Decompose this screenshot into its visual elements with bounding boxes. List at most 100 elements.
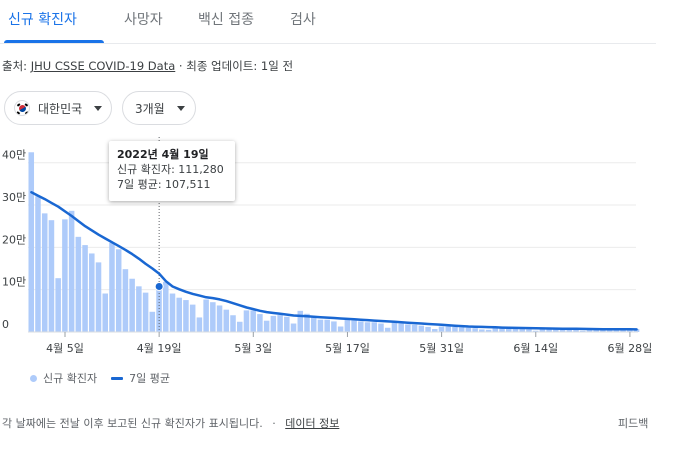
bar — [546, 328, 552, 332]
bar — [324, 319, 330, 332]
bar — [277, 315, 283, 332]
bar — [445, 326, 451, 332]
bar — [223, 309, 230, 332]
bar — [391, 321, 398, 332]
bar — [290, 323, 297, 332]
bar — [236, 321, 243, 332]
chart-tooltip: 2022년 4월 19일 신규 확진자: 111,280 7일 평균: 107,… — [109, 141, 235, 201]
legend-bars-label: 신규 확진자 — [43, 372, 98, 385]
bar — [485, 329, 492, 332]
bar — [169, 293, 176, 332]
data-info-link[interactable]: 데이터 정보 — [285, 417, 340, 430]
tab-bar: 신규 확진자 사망자 백신 접종 검사 — [0, 0, 656, 44]
bar — [82, 245, 88, 332]
bar — [411, 324, 418, 332]
bar — [136, 286, 142, 332]
legend-line-swatch — [111, 376, 124, 380]
bar — [196, 317, 203, 332]
bar — [505, 327, 512, 332]
tab-new-cases[interactable]: 신규 확진자 — [8, 12, 77, 28]
x-tick-label: 4월 19일 — [137, 341, 182, 355]
bar — [532, 330, 539, 332]
bar — [203, 299, 209, 332]
bar — [512, 328, 519, 332]
bar — [405, 324, 411, 332]
bar — [142, 292, 149, 332]
bar — [176, 297, 182, 332]
bar — [304, 313, 310, 332]
tooltip-average: 7일 평균: 107,511 — [117, 178, 211, 191]
bar — [310, 317, 317, 332]
covid-chart[interactable]: 0 10만 20만 30만 40만 4월 5일 4월 19일 5월 3일 5월 17일 5월 31… — [0, 135, 656, 365]
y-tick-label: 40만 — [2, 149, 26, 162]
chevron-down-icon — [176, 105, 185, 111]
x-tick-label: 6월 28일 — [608, 341, 653, 355]
bar — [284, 316, 290, 332]
region-dropdown[interactable]: 대한민국 — [4, 91, 112, 125]
bar — [89, 253, 95, 332]
bar — [539, 328, 546, 332]
bar — [189, 304, 196, 332]
bar — [425, 326, 431, 332]
bar — [149, 311, 156, 332]
bar — [371, 322, 378, 332]
bar — [573, 329, 579, 332]
bar — [270, 315, 277, 332]
source-link[interactable]: JHU CSSE COVID-19 Data — [30, 59, 176, 73]
bar — [559, 329, 566, 332]
tooltip-date: 2022년 4월 19일 — [117, 148, 209, 161]
bar — [526, 329, 532, 332]
bar — [458, 327, 465, 332]
bar — [620, 329, 626, 332]
x-tick-label: 5월 17일 — [325, 341, 370, 355]
bar — [499, 326, 505, 332]
region-label: 대한민국 — [38, 101, 83, 116]
tab-vaccination[interactable]: 백신 접종 — [198, 12, 254, 28]
bar — [250, 310, 256, 332]
bar — [613, 329, 620, 332]
y-tick-label: 30만 — [2, 191, 26, 204]
bar — [55, 278, 61, 332]
bar — [627, 330, 633, 332]
bar — [579, 330, 586, 332]
average-line — [30, 191, 638, 331]
bar — [606, 329, 613, 332]
range-dropdown[interactable]: 3개월 — [122, 91, 196, 125]
bar — [452, 326, 458, 332]
bar — [364, 322, 371, 332]
source-line: 출처: JHU CSSE COVID-19 Data · 최종 업데이트: 1일… — [2, 58, 293, 74]
bar — [210, 302, 216, 332]
active-tab-indicator — [4, 40, 104, 43]
y-tick-label: 20만 — [2, 233, 26, 246]
bar — [337, 326, 344, 332]
bar — [183, 300, 189, 332]
bar — [163, 281, 169, 332]
source-prefix: 출처: — [2, 59, 28, 73]
bar — [479, 329, 485, 332]
feedback-link[interactable]: 피드백 — [618, 417, 649, 430]
x-tick-label: 5월 3일 — [234, 341, 272, 355]
x-tick-label: 6월 14일 — [513, 341, 558, 355]
bar — [243, 310, 250, 332]
tab-deaths[interactable]: 사망자 — [124, 12, 163, 28]
tooltip-cases: 신규 확진자: 111,280 — [117, 163, 224, 176]
bar — [378, 323, 384, 332]
footer-separator: · — [272, 417, 276, 430]
bar — [216, 305, 223, 332]
bar — [492, 326, 499, 332]
tab-testing[interactable]: 검사 — [290, 12, 316, 28]
last-updated: 최종 업데이트: 1일 전 — [186, 59, 294, 73]
bar — [68, 210, 75, 332]
footer-note: 각 날짜에는 전날 이후 보고된 신규 확진자가 표시됩니다. · 데이터 정보 — [2, 415, 339, 431]
bar — [344, 318, 351, 332]
bar — [297, 310, 304, 332]
bar — [257, 314, 263, 332]
bar — [102, 293, 109, 332]
bar — [28, 152, 35, 332]
bar — [465, 327, 472, 332]
bar — [432, 329, 438, 332]
bar — [553, 328, 559, 332]
chevron-down-icon — [94, 105, 103, 111]
bar — [317, 319, 324, 332]
bar — [263, 320, 270, 332]
